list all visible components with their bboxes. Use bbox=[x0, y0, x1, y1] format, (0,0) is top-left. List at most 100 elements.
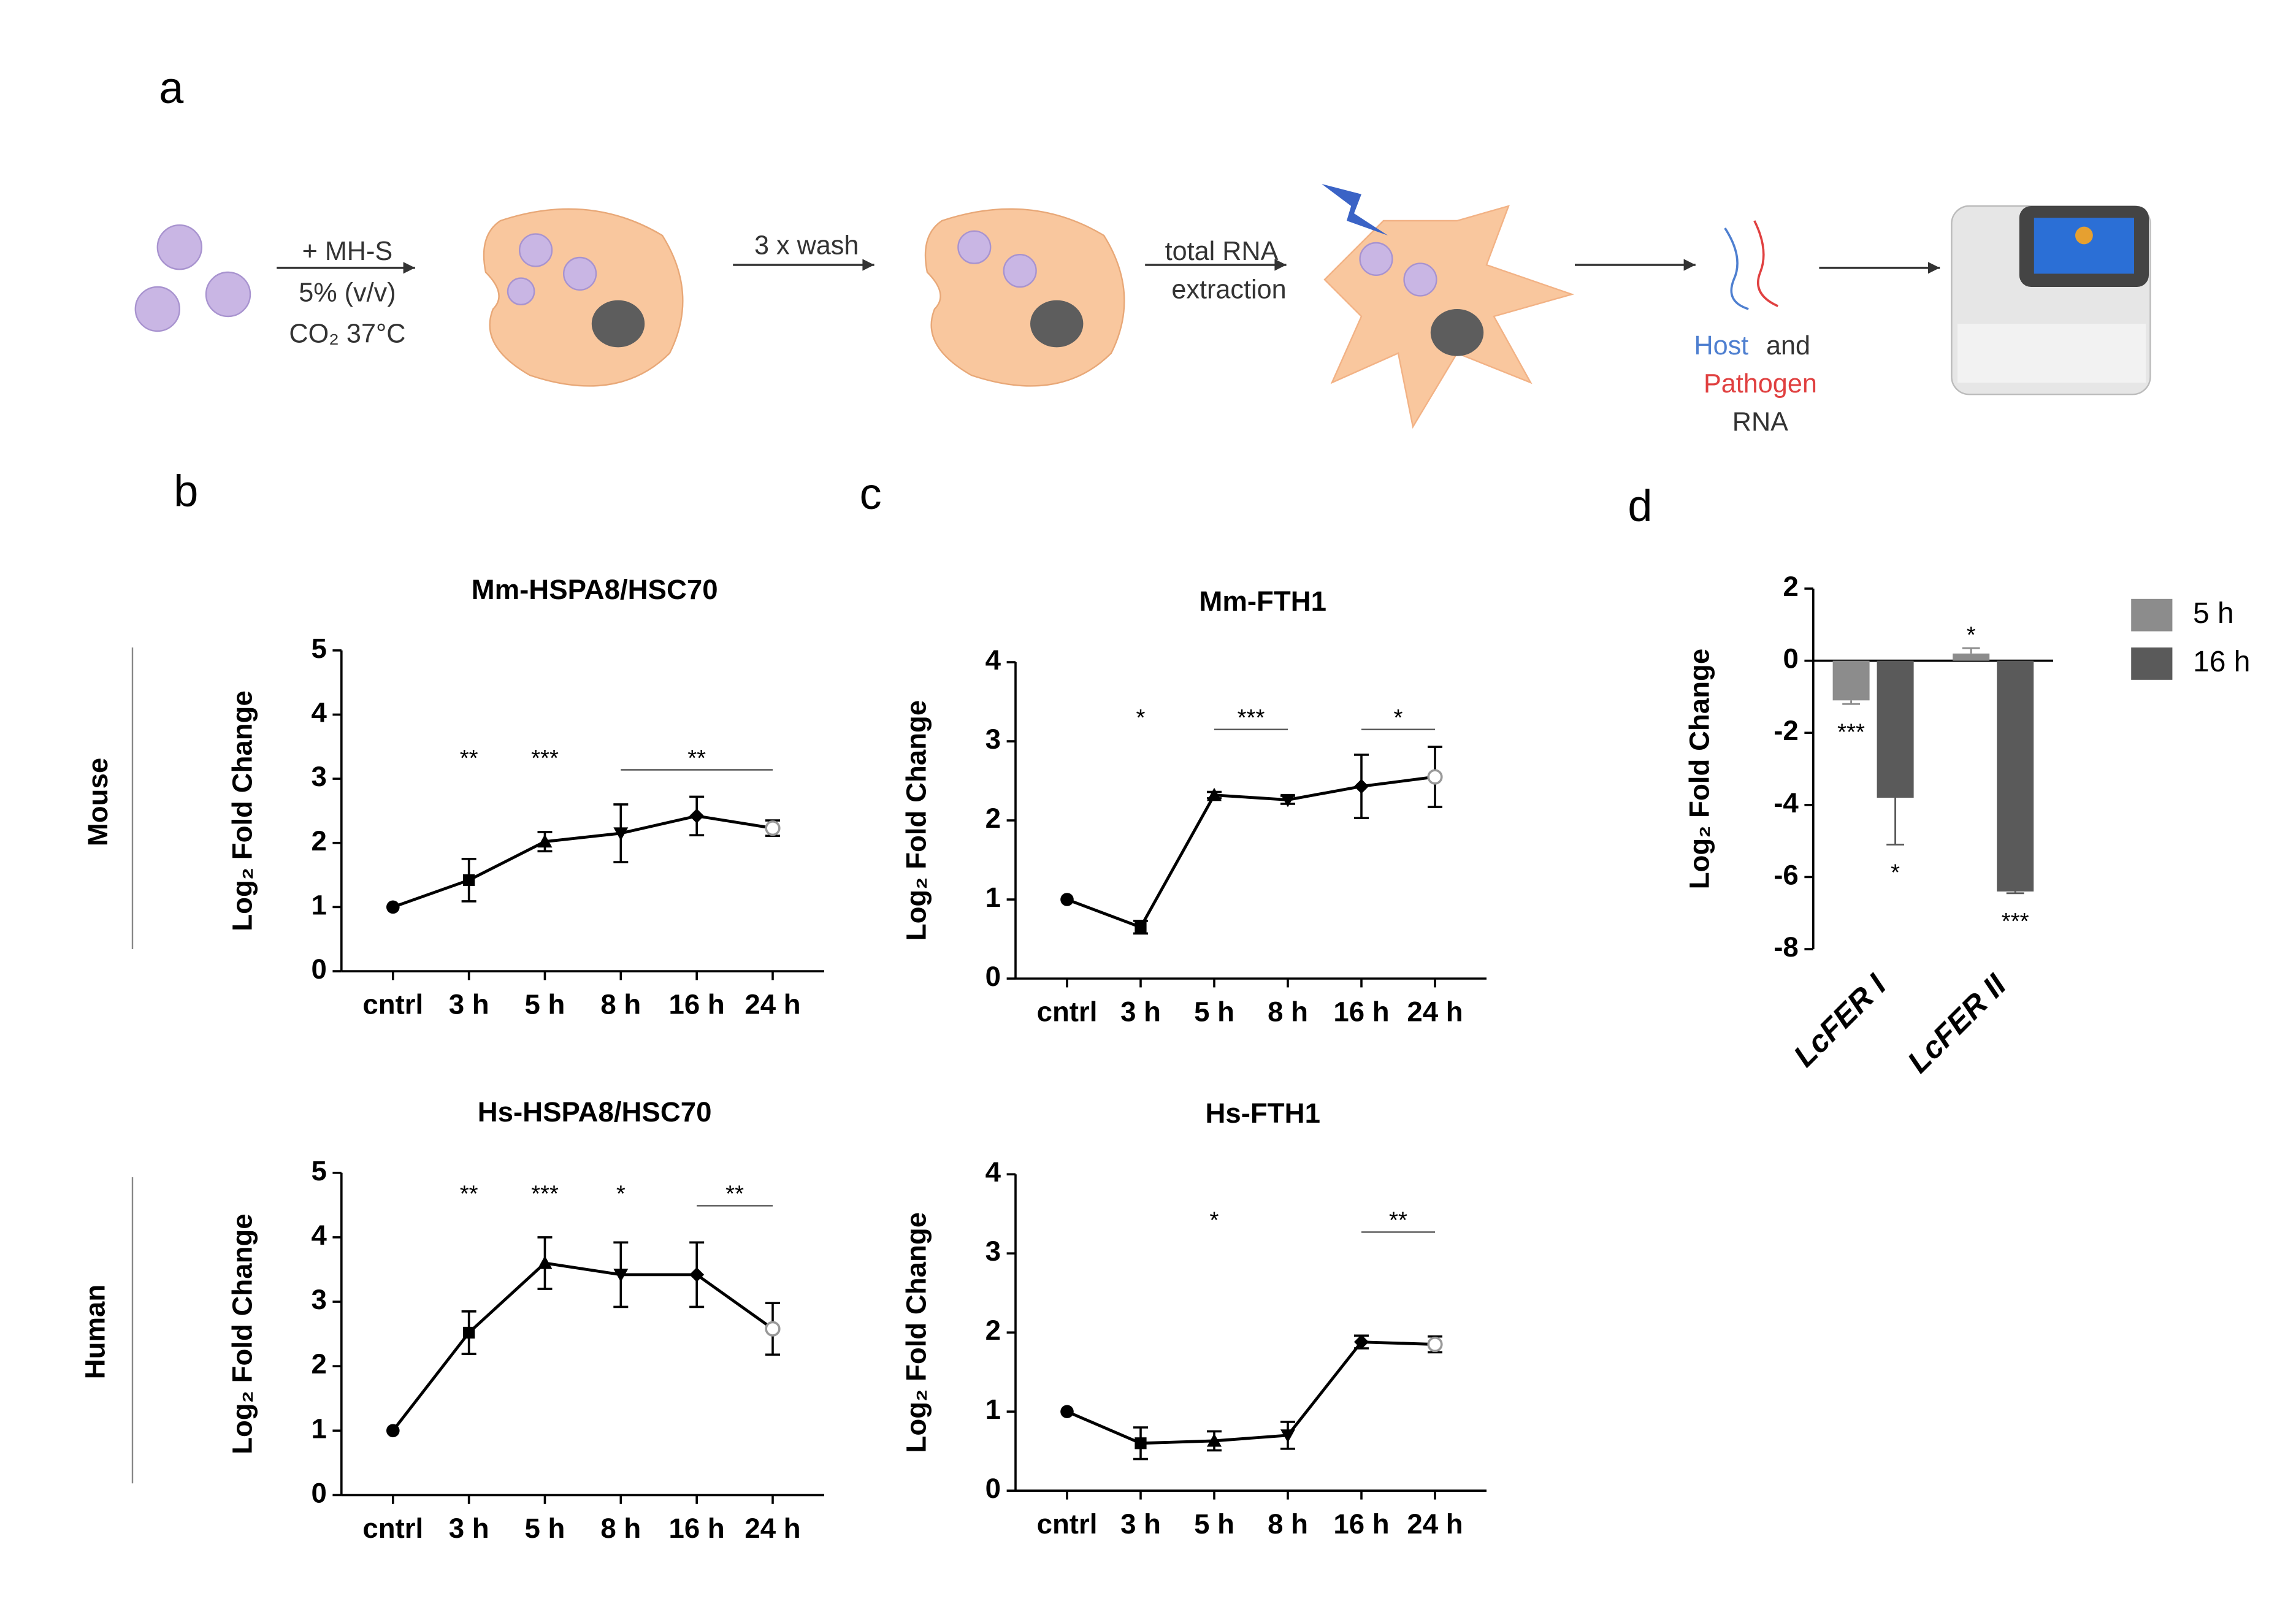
y-tick-label: 5 bbox=[311, 1155, 326, 1186]
y-tick-label: 0 bbox=[985, 1473, 1001, 1504]
x-tick-label: 8 h bbox=[1268, 1508, 1308, 1540]
marker bbox=[537, 1255, 553, 1269]
y-tick-label: 2 bbox=[985, 1315, 1001, 1346]
y-axis-label: Log₂ Fold Change bbox=[226, 1213, 258, 1454]
step-text: CO₂ 37°C bbox=[289, 319, 405, 349]
marker bbox=[463, 874, 475, 887]
marker bbox=[1427, 1336, 1443, 1353]
x-tick-label: 5 h bbox=[1194, 996, 1234, 1028]
significance: ** bbox=[687, 745, 706, 771]
panel-label: c bbox=[860, 470, 882, 519]
significance: ** bbox=[1389, 1207, 1407, 1234]
x-tick-label: 8 h bbox=[600, 1513, 641, 1544]
chart-title: Hs-HSPA8/HSC70 bbox=[478, 1096, 712, 1128]
marker bbox=[1280, 793, 1295, 808]
marker bbox=[1280, 1429, 1295, 1443]
x-tick-label: cntrl bbox=[362, 1513, 423, 1544]
y-tick-label: 2 bbox=[985, 803, 1001, 834]
x-tick-label: 24 h bbox=[744, 1513, 800, 1544]
side-label: Human bbox=[79, 1285, 110, 1380]
schematic: + MH-S 5% (v/v) CO₂ 37°C 3 x wash total … bbox=[134, 184, 2151, 437]
y-axis-label: Log₂ Fold Change bbox=[901, 700, 932, 941]
marker bbox=[1135, 1437, 1147, 1449]
legend-swatch bbox=[2131, 647, 2173, 680]
significance: * bbox=[1967, 622, 1976, 648]
bar bbox=[1877, 660, 1914, 798]
y-tick-label: 2 bbox=[311, 1348, 326, 1380]
error-bar bbox=[1886, 798, 1904, 846]
y-tick-label: 0 bbox=[311, 953, 326, 985]
x-tick-label: 16 h bbox=[1333, 1508, 1389, 1540]
significance: ** bbox=[460, 1181, 478, 1207]
marker bbox=[537, 834, 553, 848]
significance: * bbox=[1210, 1207, 1219, 1234]
panel-label: b bbox=[174, 467, 198, 516]
y-tick-label: 4 bbox=[985, 1156, 1001, 1188]
bar bbox=[1997, 660, 2034, 892]
significance: *** bbox=[531, 1181, 559, 1207]
x-tick-label: 24 h bbox=[744, 989, 800, 1020]
marker bbox=[463, 1326, 475, 1339]
x-tick-label: 3 h bbox=[449, 1513, 489, 1544]
bar bbox=[1832, 660, 1870, 701]
marker bbox=[613, 1269, 629, 1282]
x-tick-label: 5 h bbox=[525, 989, 565, 1020]
x-tick-label: 3 h bbox=[1120, 996, 1161, 1028]
marker bbox=[1135, 921, 1147, 933]
host-label: Host bbox=[1694, 331, 1748, 361]
marker bbox=[765, 1321, 781, 1337]
y-tick-label: 3 bbox=[985, 1235, 1001, 1267]
x-tick-label: 5 h bbox=[1194, 1508, 1234, 1540]
line bbox=[1066, 1340, 1436, 1445]
significance: ** bbox=[460, 745, 478, 771]
bar bbox=[1953, 653, 1990, 661]
legend-swatch bbox=[2131, 598, 2173, 632]
step-text: total RNA bbox=[1165, 237, 1279, 266]
error-bar bbox=[1842, 700, 1860, 705]
panel-label: d bbox=[1628, 481, 1652, 530]
marker bbox=[1354, 1334, 1369, 1350]
chart-title: Mm-FTH1 bbox=[1199, 586, 1326, 617]
marker bbox=[765, 820, 781, 836]
marker bbox=[1427, 769, 1443, 785]
y-tick-label: -8 bbox=[1774, 931, 1799, 963]
y-tick-label: 1 bbox=[311, 889, 326, 920]
y-tick-label: 2 bbox=[311, 825, 326, 857]
marker bbox=[386, 1424, 400, 1438]
x-tick-label: cntrl bbox=[1037, 1508, 1098, 1540]
marker bbox=[689, 1267, 705, 1282]
side-label: Mouse bbox=[82, 758, 113, 846]
x-tick-label: 24 h bbox=[1407, 996, 1463, 1028]
y-tick-label: 1 bbox=[985, 1394, 1001, 1425]
x-tick-label: 8 h bbox=[1268, 996, 1308, 1028]
marker bbox=[689, 808, 705, 823]
marker bbox=[1060, 1405, 1074, 1418]
y-tick-label: 5 bbox=[311, 633, 326, 664]
significance: ** bbox=[725, 1181, 744, 1207]
x-tick-label: cntrl bbox=[362, 989, 423, 1020]
y-axis-label: Log₂ Fold Change bbox=[226, 690, 258, 931]
y-tick-label: 3 bbox=[311, 761, 326, 792]
y-tick-label: -2 bbox=[1774, 715, 1799, 746]
significance: *** bbox=[531, 745, 559, 771]
marker bbox=[1207, 1433, 1222, 1447]
y-tick-label: -4 bbox=[1774, 787, 1799, 819]
error-bar bbox=[2006, 891, 2024, 895]
y-tick-label: 2 bbox=[1783, 571, 1798, 602]
marker bbox=[1207, 787, 1222, 801]
y-axis-label: Log₂ Fold Change bbox=[1683, 649, 1715, 890]
x-tick-label: 16 h bbox=[1333, 996, 1389, 1028]
x-tick-label: 5 h bbox=[525, 1513, 565, 1544]
error-bar bbox=[1962, 647, 1980, 654]
x-tick-label: 3 h bbox=[449, 989, 489, 1020]
marker bbox=[1060, 893, 1074, 906]
step-text: extraction bbox=[1171, 275, 1286, 305]
significance: *** bbox=[1837, 719, 1865, 745]
marker bbox=[386, 900, 400, 914]
line bbox=[1066, 775, 1436, 930]
step-text: 5% (v/v) bbox=[299, 278, 396, 307]
x-tick-label: cntrl bbox=[1037, 996, 1098, 1028]
step-text: + MH-S bbox=[302, 237, 393, 266]
line bbox=[391, 1261, 774, 1432]
